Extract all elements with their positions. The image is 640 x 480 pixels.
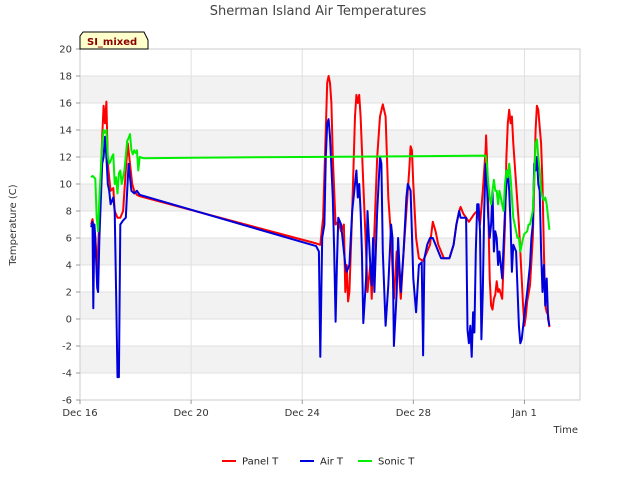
x-tick-label: Dec 20 bbox=[173, 408, 208, 419]
y-tick-label: 2 bbox=[66, 288, 72, 299]
y-axis-ticks: -6 -4 -2 0 2 4 6 8 10 12 14 16 18 20 bbox=[59, 45, 80, 407]
y-tick-label: 14 bbox=[59, 126, 72, 137]
y-axis-label: Temperature (C) bbox=[8, 184, 19, 266]
y-tick-label: 16 bbox=[59, 99, 72, 110]
y-tick-label: -4 bbox=[62, 369, 72, 380]
y-tick-label: 12 bbox=[59, 153, 72, 164]
site-badge-label: SI_mixed bbox=[87, 37, 137, 48]
background-band bbox=[80, 346, 580, 373]
y-tick-label: 20 bbox=[59, 45, 72, 56]
plot-area-frame bbox=[79, 48, 581, 401]
legend-label: Panel T bbox=[242, 457, 279, 468]
x-tick-label: Dec 28 bbox=[396, 408, 431, 419]
x-axis-ticks: Dec 16 Dec 20 Dec 24 Dec 28 Jan 1 bbox=[62, 400, 537, 419]
y-tick-label: 18 bbox=[59, 72, 72, 83]
background-band bbox=[80, 292, 580, 319]
x-tick-label: Jan 1 bbox=[511, 408, 537, 419]
legend: Panel T Air T Sonic T bbox=[222, 457, 415, 468]
y-tick-label: 0 bbox=[66, 315, 72, 326]
site-badge-shape bbox=[79, 31, 149, 50]
y-tick-label: 8 bbox=[66, 207, 72, 218]
site-badge: SI_mixed bbox=[79, 31, 149, 50]
chart-title: Sherman Island Air Temperatures bbox=[210, 4, 427, 19]
series-line-panel-t bbox=[90, 75, 551, 328]
x-tick-label: Dec 16 bbox=[62, 408, 97, 419]
series-lines bbox=[90, 75, 551, 379]
y-tick-label: 6 bbox=[66, 234, 72, 245]
y-tick-label: -6 bbox=[62, 396, 72, 407]
y-tick-label: 4 bbox=[66, 261, 72, 272]
x-tick-label: Dec 24 bbox=[285, 408, 320, 419]
legend-label: Air T bbox=[320, 457, 344, 468]
series-line-sonic-t bbox=[90, 129, 551, 253]
x-axis-label: Time bbox=[553, 425, 578, 436]
y-tick-label: 10 bbox=[59, 180, 72, 191]
legend-label: Sonic T bbox=[378, 457, 415, 468]
y-tick-label: -2 bbox=[62, 342, 72, 353]
